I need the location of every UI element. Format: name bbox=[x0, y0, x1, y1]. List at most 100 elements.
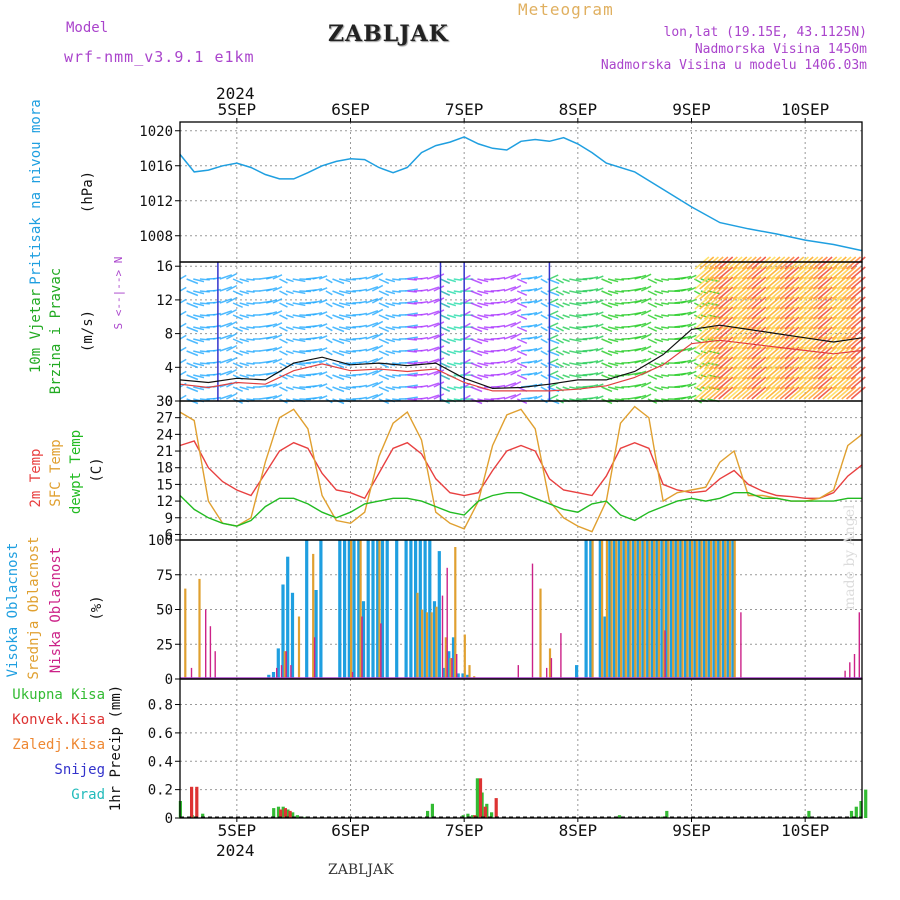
wind-arrow bbox=[378, 338, 390, 345]
cloud-bar-0 bbox=[305, 540, 309, 679]
wind-arrow bbox=[272, 286, 283, 292]
wind-arrow bbox=[325, 374, 333, 380]
wind-arrow bbox=[285, 338, 294, 343]
wind-arrow bbox=[371, 368, 384, 376]
wind-arrow bbox=[510, 356, 522, 364]
wind-arrow bbox=[540, 362, 548, 368]
wind-arrow bbox=[746, 256, 762, 270]
wind-arrow bbox=[770, 386, 786, 400]
wind-arrow bbox=[846, 276, 862, 290]
wind-arrow bbox=[407, 362, 417, 365]
wind-arrow bbox=[661, 338, 669, 341]
wind-arrow bbox=[680, 335, 692, 340]
cloud-bar-0 bbox=[693, 540, 697, 679]
wind-arrow bbox=[846, 266, 862, 280]
wind-arrow bbox=[634, 298, 647, 304]
wind-arrow bbox=[246, 362, 255, 365]
wind-arrow bbox=[407, 398, 417, 401]
wind-arrow bbox=[770, 346, 786, 360]
wind-arrow bbox=[836, 286, 852, 300]
wind-arrow bbox=[345, 362, 356, 365]
wind-arrow bbox=[727, 386, 743, 400]
wind-arrow bbox=[179, 274, 187, 280]
wind-arrow bbox=[589, 384, 599, 388]
wind-arrow bbox=[850, 286, 866, 300]
wind-arrow bbox=[246, 302, 255, 305]
wind-arrow bbox=[850, 296, 866, 310]
y-tick-label: 25 bbox=[156, 637, 173, 653]
wind-arrow bbox=[246, 350, 255, 353]
wind-arrow bbox=[226, 296, 238, 304]
wind-arrow bbox=[817, 376, 833, 390]
wind-arrow bbox=[378, 326, 390, 333]
wind-arrow bbox=[595, 287, 604, 292]
wind-arrow bbox=[746, 366, 762, 380]
wind-arrow bbox=[831, 276, 847, 290]
wind-arrow bbox=[718, 326, 734, 340]
wind-arrow bbox=[765, 376, 781, 390]
wind-arrow bbox=[817, 286, 833, 300]
wind-arrow bbox=[433, 285, 445, 292]
wind-arrow bbox=[477, 326, 489, 331]
wind-arrow bbox=[510, 320, 522, 328]
wind-arrow bbox=[817, 296, 833, 310]
wind-arrow bbox=[503, 358, 517, 364]
wind-arrow bbox=[713, 266, 729, 280]
wind-arrow bbox=[841, 356, 857, 370]
panel-border bbox=[179, 678, 863, 819]
wind-arrow bbox=[765, 366, 781, 380]
wind-arrow bbox=[555, 314, 564, 320]
wind-arrow bbox=[822, 256, 838, 270]
wind-arrow bbox=[503, 298, 517, 304]
precip-bar-0 bbox=[426, 810, 430, 818]
y-tick-label: 0.8 bbox=[148, 698, 173, 714]
cloud-bar-0 bbox=[437, 551, 441, 679]
wind-arrow bbox=[751, 356, 767, 370]
wind-arrow bbox=[760, 346, 776, 360]
wind-arrow bbox=[708, 256, 724, 270]
temp-axis-label-dew: dewpt Temp bbox=[68, 430, 84, 514]
wind-arrow bbox=[661, 314, 669, 317]
wind-arrow bbox=[219, 370, 233, 376]
wind-arrow bbox=[812, 266, 828, 280]
wind-arrow bbox=[699, 286, 715, 300]
wind-arrow bbox=[699, 366, 715, 380]
wind-arrow bbox=[793, 276, 809, 290]
wind-arrow bbox=[440, 374, 451, 380]
wind-arrow bbox=[510, 296, 522, 304]
wind-arrow bbox=[440, 290, 451, 296]
wind-arrow bbox=[737, 266, 753, 280]
wind-arrow bbox=[325, 314, 333, 320]
cloud-bar-1 bbox=[449, 658, 452, 679]
temp-line-2 bbox=[179, 492, 862, 527]
wind-arrow bbox=[575, 314, 588, 317]
wind-arrow bbox=[345, 326, 356, 329]
wind-compass-label: S <--|--> N bbox=[112, 257, 125, 330]
wind-arrow bbox=[732, 366, 748, 380]
wind-arrow bbox=[751, 316, 767, 330]
wind-arrow bbox=[846, 376, 862, 390]
wind-arrow bbox=[812, 306, 828, 320]
wind-arrow bbox=[634, 358, 647, 364]
wind-arrow bbox=[527, 335, 538, 340]
wind-arrow bbox=[654, 326, 664, 331]
pressure-line bbox=[179, 136, 863, 252]
wind-arrow bbox=[569, 326, 582, 331]
wind-arrow bbox=[345, 290, 356, 293]
wind-arrow bbox=[219, 394, 233, 400]
wind-arrow bbox=[694, 346, 710, 360]
wind-arrow bbox=[540, 290, 548, 296]
wind-arrow bbox=[385, 326, 396, 331]
wind-arrow bbox=[453, 362, 462, 365]
cloud-bar-0 bbox=[698, 540, 702, 679]
wind-arrow bbox=[265, 275, 278, 280]
wind-arrow bbox=[595, 335, 604, 340]
wind-arrow bbox=[345, 350, 356, 353]
cloud-bar-2 bbox=[740, 612, 742, 679]
cloud-bar-1 bbox=[610, 540, 613, 679]
wind-arrow bbox=[246, 290, 255, 293]
cloud-bar-0 bbox=[717, 540, 721, 679]
wind-arrow bbox=[378, 350, 390, 357]
wind-arrow bbox=[533, 395, 543, 400]
wind-arrow bbox=[338, 386, 351, 391]
